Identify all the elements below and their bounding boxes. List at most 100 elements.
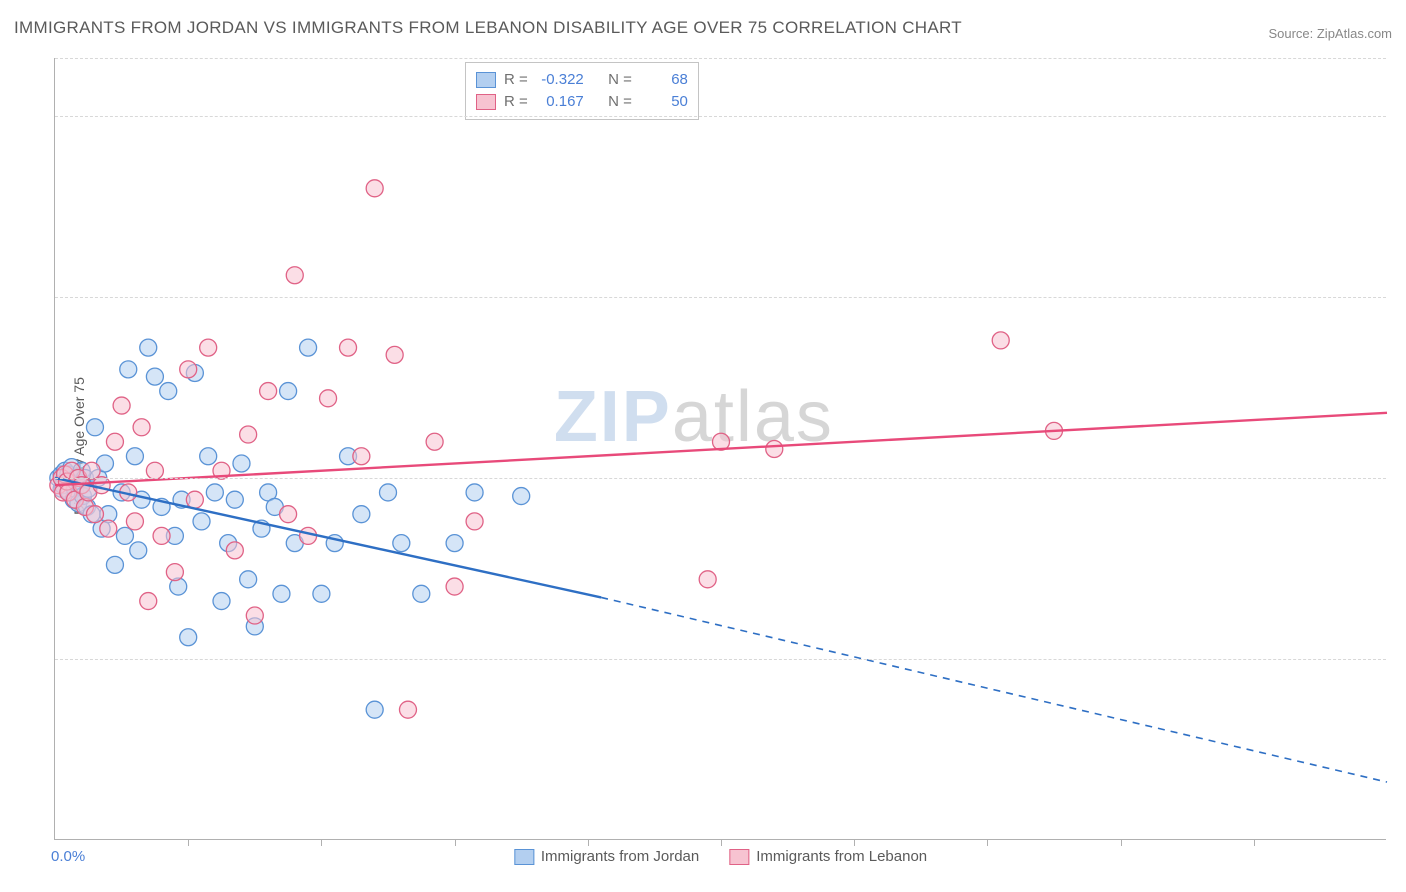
stats-swatch-jordan	[476, 72, 496, 88]
scatter-point	[273, 585, 290, 602]
xtick-mark	[1121, 839, 1122, 846]
r-label: R =	[504, 69, 528, 91]
r-value-lebanon: 0.167	[536, 91, 584, 113]
scatter-point	[233, 455, 250, 472]
legend-swatch-jordan	[514, 849, 534, 865]
scatter-point	[86, 419, 103, 436]
scatter-point	[353, 506, 370, 523]
n-label: N =	[608, 69, 632, 91]
scatter-point	[133, 419, 150, 436]
scatter-point	[366, 701, 383, 718]
xtick-min: 0.0%	[51, 848, 85, 865]
scatter-point	[466, 513, 483, 530]
xtick-mark	[721, 839, 722, 846]
legend-label-jordan: Immigrants from Jordan	[541, 848, 699, 865]
chart-title: IMMIGRANTS FROM JORDAN VS IMMIGRANTS FRO…	[14, 18, 962, 38]
n-label: N =	[608, 91, 632, 113]
trend-line	[55, 413, 1387, 485]
gridline	[55, 297, 1386, 298]
scatter-point	[300, 527, 317, 544]
gridline	[55, 58, 1386, 59]
gridline	[55, 116, 1386, 117]
scatter-point	[260, 383, 277, 400]
scatter-point	[200, 448, 217, 465]
scatter-point	[240, 426, 257, 443]
scatter-point	[106, 556, 123, 573]
r-label: R =	[504, 91, 528, 113]
scatter-point	[86, 506, 103, 523]
scatter-point	[140, 339, 157, 356]
stats-row-lebanon: R = 0.167 N = 50	[476, 91, 688, 113]
scatter-point	[766, 441, 783, 458]
gridline	[55, 478, 1386, 479]
scatter-point	[699, 571, 716, 588]
xtick-mark	[588, 839, 589, 846]
chart-container: IMMIGRANTS FROM JORDAN VS IMMIGRANTS FRO…	[0, 0, 1406, 892]
scatter-point	[106, 433, 123, 450]
scatter-point	[280, 506, 297, 523]
scatter-point	[180, 629, 197, 646]
xtick-max: 20.0%	[1386, 848, 1406, 865]
ytick-label: 75.0%	[1396, 288, 1406, 305]
scatter-point	[246, 607, 263, 624]
r-value-jordan: -0.322	[536, 69, 584, 91]
n-value-jordan: 68	[640, 69, 688, 91]
scatter-point	[513, 488, 530, 505]
gridline	[55, 659, 1386, 660]
scatter-point	[226, 491, 243, 508]
stats-box: R = -0.322 N = 68 R = 0.167 N = 50	[465, 62, 699, 120]
ytick-label: 50.0%	[1396, 469, 1406, 486]
stats-row-jordan: R = -0.322 N = 68	[476, 69, 688, 91]
stats-swatch-lebanon	[476, 94, 496, 110]
xtick-mark	[321, 839, 322, 846]
scatter-point	[399, 701, 416, 718]
scatter-point	[280, 383, 297, 400]
legend-label-lebanon: Immigrants from Lebanon	[756, 848, 927, 865]
trend-line-extrapolated	[601, 597, 1387, 782]
scatter-point	[126, 448, 143, 465]
scatter-point	[206, 484, 223, 501]
scatter-point	[380, 484, 397, 501]
scatter-point	[353, 448, 370, 465]
legend-swatch-lebanon	[729, 849, 749, 865]
xtick-mark	[188, 839, 189, 846]
xtick-mark	[987, 839, 988, 846]
scatter-point	[140, 593, 157, 610]
scatter-point	[366, 180, 383, 197]
n-value-lebanon: 50	[640, 91, 688, 113]
scatter-point	[340, 339, 357, 356]
scatter-point	[193, 513, 210, 530]
scatter-point	[446, 535, 463, 552]
scatter-point	[100, 520, 117, 537]
source-attribution: Source: ZipAtlas.com	[1268, 26, 1392, 41]
scatter-point	[166, 564, 183, 581]
scatter-point	[992, 332, 1009, 349]
scatter-point	[200, 339, 217, 356]
scatter-point	[116, 527, 133, 544]
scatter-point	[300, 339, 317, 356]
ytick-label: 25.0%	[1396, 650, 1406, 667]
scatter-point	[146, 368, 163, 385]
scatter-point	[126, 513, 143, 530]
scatter-point	[130, 542, 147, 559]
scatter-point	[446, 578, 463, 595]
legend-item-lebanon: Immigrants from Lebanon	[729, 848, 927, 865]
scatter-point	[320, 390, 337, 407]
xtick-mark	[455, 839, 456, 846]
scatter-point	[386, 346, 403, 363]
scatter-point	[153, 527, 170, 544]
scatter-point	[186, 491, 203, 508]
scatter-point	[286, 267, 303, 284]
scatter-point	[213, 593, 230, 610]
ytick-label: 100.0%	[1396, 107, 1406, 124]
legend-item-jordan: Immigrants from Jordan	[514, 848, 699, 865]
scatter-point	[93, 477, 110, 494]
scatter-point	[146, 462, 163, 479]
scatter-point	[226, 542, 243, 559]
legend: Immigrants from Jordan Immigrants from L…	[514, 848, 927, 865]
scatter-point	[240, 571, 257, 588]
scatter-point	[393, 535, 410, 552]
scatter-point	[113, 397, 130, 414]
scatter-point	[313, 585, 330, 602]
chart-svg	[55, 58, 1386, 839]
